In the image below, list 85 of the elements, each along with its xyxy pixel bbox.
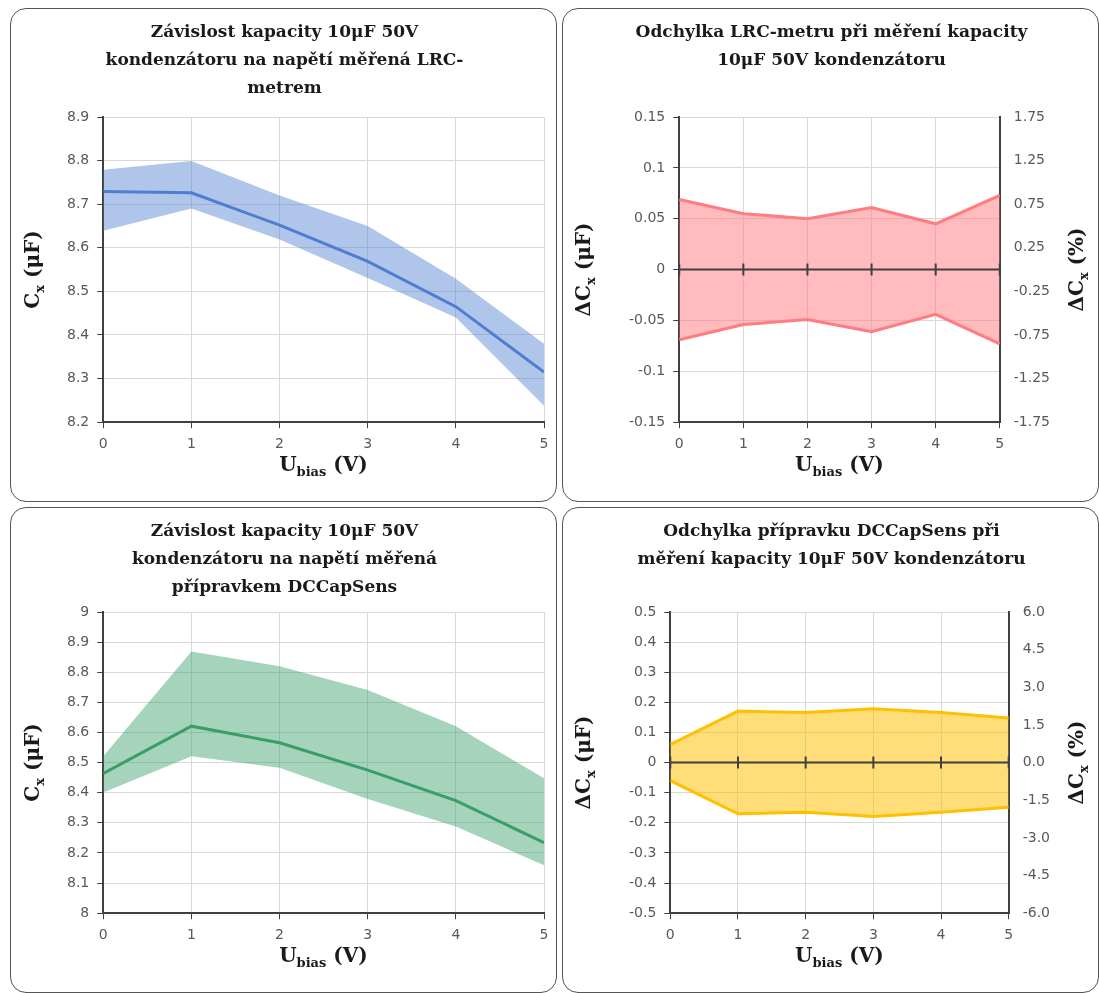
- x-tick-label: 1: [733, 926, 743, 943]
- x-tick-label: 3: [363, 926, 373, 943]
- x-tick-label: 4: [931, 435, 941, 452]
- y2-tick-label: -1.25: [1013, 369, 1051, 386]
- x-tick-label: 4: [451, 435, 461, 452]
- y-tick-label: 8.3: [67, 369, 90, 386]
- x-tick-label: 0: [98, 435, 108, 452]
- y-tick-label: 8: [80, 903, 90, 920]
- y-tick-label: 8.9: [67, 632, 90, 649]
- y-tick-label: 0.4: [634, 632, 657, 649]
- y-tick-label: -0.3: [628, 843, 657, 860]
- x-tick-label: 2: [275, 435, 285, 452]
- x-tick-label: 0: [674, 435, 684, 452]
- y-tick-label: 8.7: [67, 194, 90, 211]
- x-tick-label: 3: [867, 435, 877, 452]
- y2-tick-label: 0.0: [1022, 753, 1045, 770]
- y2-tick-label: 1.5: [1022, 715, 1045, 732]
- y-tick-label: -0.5: [628, 903, 657, 920]
- y2-tick-label: -1.75: [1013, 412, 1051, 429]
- x-tick-label: 3: [868, 926, 878, 943]
- x-tick-label: 1: [186, 435, 196, 452]
- x-tick-label: 5: [995, 435, 1005, 452]
- x-tick-label: 2: [802, 435, 812, 452]
- y2-tick-label: 1.25: [1013, 151, 1045, 168]
- y-tick-label: -0.05: [628, 311, 666, 328]
- y-tick-label: 8.8: [67, 662, 90, 679]
- y-tick-label: 8.9: [67, 107, 90, 124]
- y2-tick-label: -0.25: [1013, 282, 1051, 299]
- x-tick-label: 5: [1004, 926, 1014, 943]
- y-tick-label: 9: [80, 602, 90, 619]
- y-tick-label: -0.2: [628, 813, 657, 830]
- y2-tick-label: 4.5: [1022, 640, 1045, 657]
- y2-tick-label: -0.75: [1013, 325, 1051, 342]
- y-tick-label: 8.4: [67, 325, 90, 342]
- x-tick-label: 1: [186, 926, 196, 943]
- y-tick-label: -0.4: [628, 873, 657, 890]
- y2-tick-label: 3.0: [1022, 677, 1045, 694]
- y-tick-label: 8.2: [67, 843, 90, 860]
- x-tick-label: 2: [275, 926, 285, 943]
- x-tick-label: 0: [98, 926, 108, 943]
- y-tick-label: 0.5: [634, 602, 657, 619]
- x-axis-title: U$_{bias}$ (V): [279, 943, 368, 971]
- chart-title: Odchylka LRC-metru při měření kapacity 10μF 50V kondenzátoru: [634, 20, 1029, 71]
- x-tick-label: 4: [936, 926, 946, 943]
- y-tick-label: -0.1: [628, 783, 657, 800]
- y-tick-label: 0.2: [634, 693, 657, 709]
- y-tick-label: 0.15: [634, 107, 666, 124]
- x-axis-title: U$_{bias}$ (V): [795, 452, 884, 480]
- chart-title: Odchylka přípravku DCCapSens při měření kapacity 10μF 50V kondenzátoru: [636, 519, 1027, 570]
- x-tick-label: 2: [801, 926, 811, 943]
- y2-tick-label: 1.75: [1013, 107, 1045, 124]
- y2-tick-label: -3.0: [1022, 828, 1051, 845]
- y-tick-label: 0.1: [634, 723, 657, 740]
- y-tick-label: 8.4: [67, 783, 90, 800]
- y2-tick-label: 6.0: [1022, 602, 1045, 619]
- chart-title: Závislost kapacity 10μF 50V kondenzátoru na napětí měřená LRC-metrem: [104, 20, 465, 99]
- y-tick-label: 8.1: [67, 873, 90, 890]
- y2-tick-label: -1.5: [1022, 790, 1051, 807]
- y2-tick-label: -6.0: [1022, 903, 1051, 920]
- x-tick-label: 1: [738, 435, 748, 452]
- y2-tick-label: 0.75: [1013, 194, 1045, 211]
- y-tick-label: 0: [656, 260, 666, 277]
- y-tick-label: 0.05: [634, 209, 666, 226]
- y-tick-label: -0.1: [637, 361, 666, 378]
- x-tick-label: 3: [363, 435, 373, 452]
- y-tick-label: 8.2: [67, 412, 90, 429]
- x-tick-label: 4: [451, 926, 461, 943]
- y2-tick-label: 0.25: [1013, 238, 1045, 255]
- y-tick-label: -0.15: [628, 412, 666, 429]
- y-tick-label: 8.6: [67, 238, 90, 255]
- y-tick-label: 8.6: [67, 723, 90, 740]
- y-tick-label: 0.1: [642, 158, 666, 175]
- x-tick-label: 5: [539, 926, 549, 943]
- y-tick-label: 8.3: [67, 813, 90, 830]
- y-tick-label: 8.5: [67, 282, 90, 299]
- y-tick-label: 0: [647, 753, 657, 770]
- y-tick-label: 8.8: [67, 151, 90, 168]
- chart-title: Závislost kapacity 10μF 50V kondenzátoru na napětí měřená přípravkem DCCapSens: [130, 519, 439, 598]
- x-axis-title: U$_{bias}$ (V): [795, 943, 884, 971]
- y-tick-label: 8.5: [67, 753, 90, 770]
- y2-tick-label: -4.5: [1022, 866, 1051, 883]
- x-axis-title: U$_{bias}$ (V): [279, 452, 368, 480]
- y-tick-label: 0.3: [634, 662, 657, 679]
- x-tick-label: 5: [539, 435, 549, 452]
- y-tick-label: 8.7: [67, 693, 90, 709]
